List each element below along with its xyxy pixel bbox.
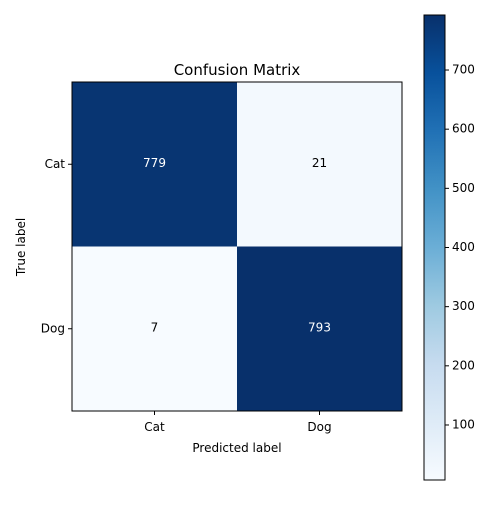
y-tick-label: Cat xyxy=(45,157,66,171)
colorbar-tick-label: 400 xyxy=(452,240,475,254)
heatmap-cell xyxy=(237,246,402,411)
x-axis-label: Predicted label xyxy=(192,441,281,455)
heatmap-cell xyxy=(72,246,237,411)
y-axis-label: True label xyxy=(14,218,28,277)
colorbar-tick-label: 500 xyxy=(452,181,475,195)
chart-title: Confusion Matrix xyxy=(174,61,301,79)
y-axis: Cat Dog xyxy=(41,157,72,335)
heatmap-cells: 779 21 7 793 xyxy=(72,82,402,411)
colorbar-tick-label: 200 xyxy=(452,358,475,372)
heatmap-cell xyxy=(72,82,237,247)
colorbar xyxy=(423,14,446,481)
colorbar-tick-label: 700 xyxy=(452,63,475,77)
cell-value-label: 21 xyxy=(312,156,327,170)
x-axis: Cat Dog xyxy=(144,411,332,434)
plot-frame xyxy=(71,81,403,412)
colorbar-axis: 100 200 300 400 500 600 700 xyxy=(445,63,475,431)
cell-value-label: 779 xyxy=(143,156,166,170)
x-tick-label: Dog xyxy=(307,420,331,434)
cell-value-label: 793 xyxy=(308,320,331,334)
x-tick-label: Cat xyxy=(144,420,165,434)
colorbar-tick-label: 300 xyxy=(452,299,475,313)
colorbar-tick-label: 100 xyxy=(452,417,475,431)
colorbar-tick-label: 600 xyxy=(452,122,475,136)
heatmap-cell xyxy=(237,82,402,247)
y-tick-label: Dog xyxy=(41,321,65,335)
cell-value-label: 7 xyxy=(151,320,159,334)
